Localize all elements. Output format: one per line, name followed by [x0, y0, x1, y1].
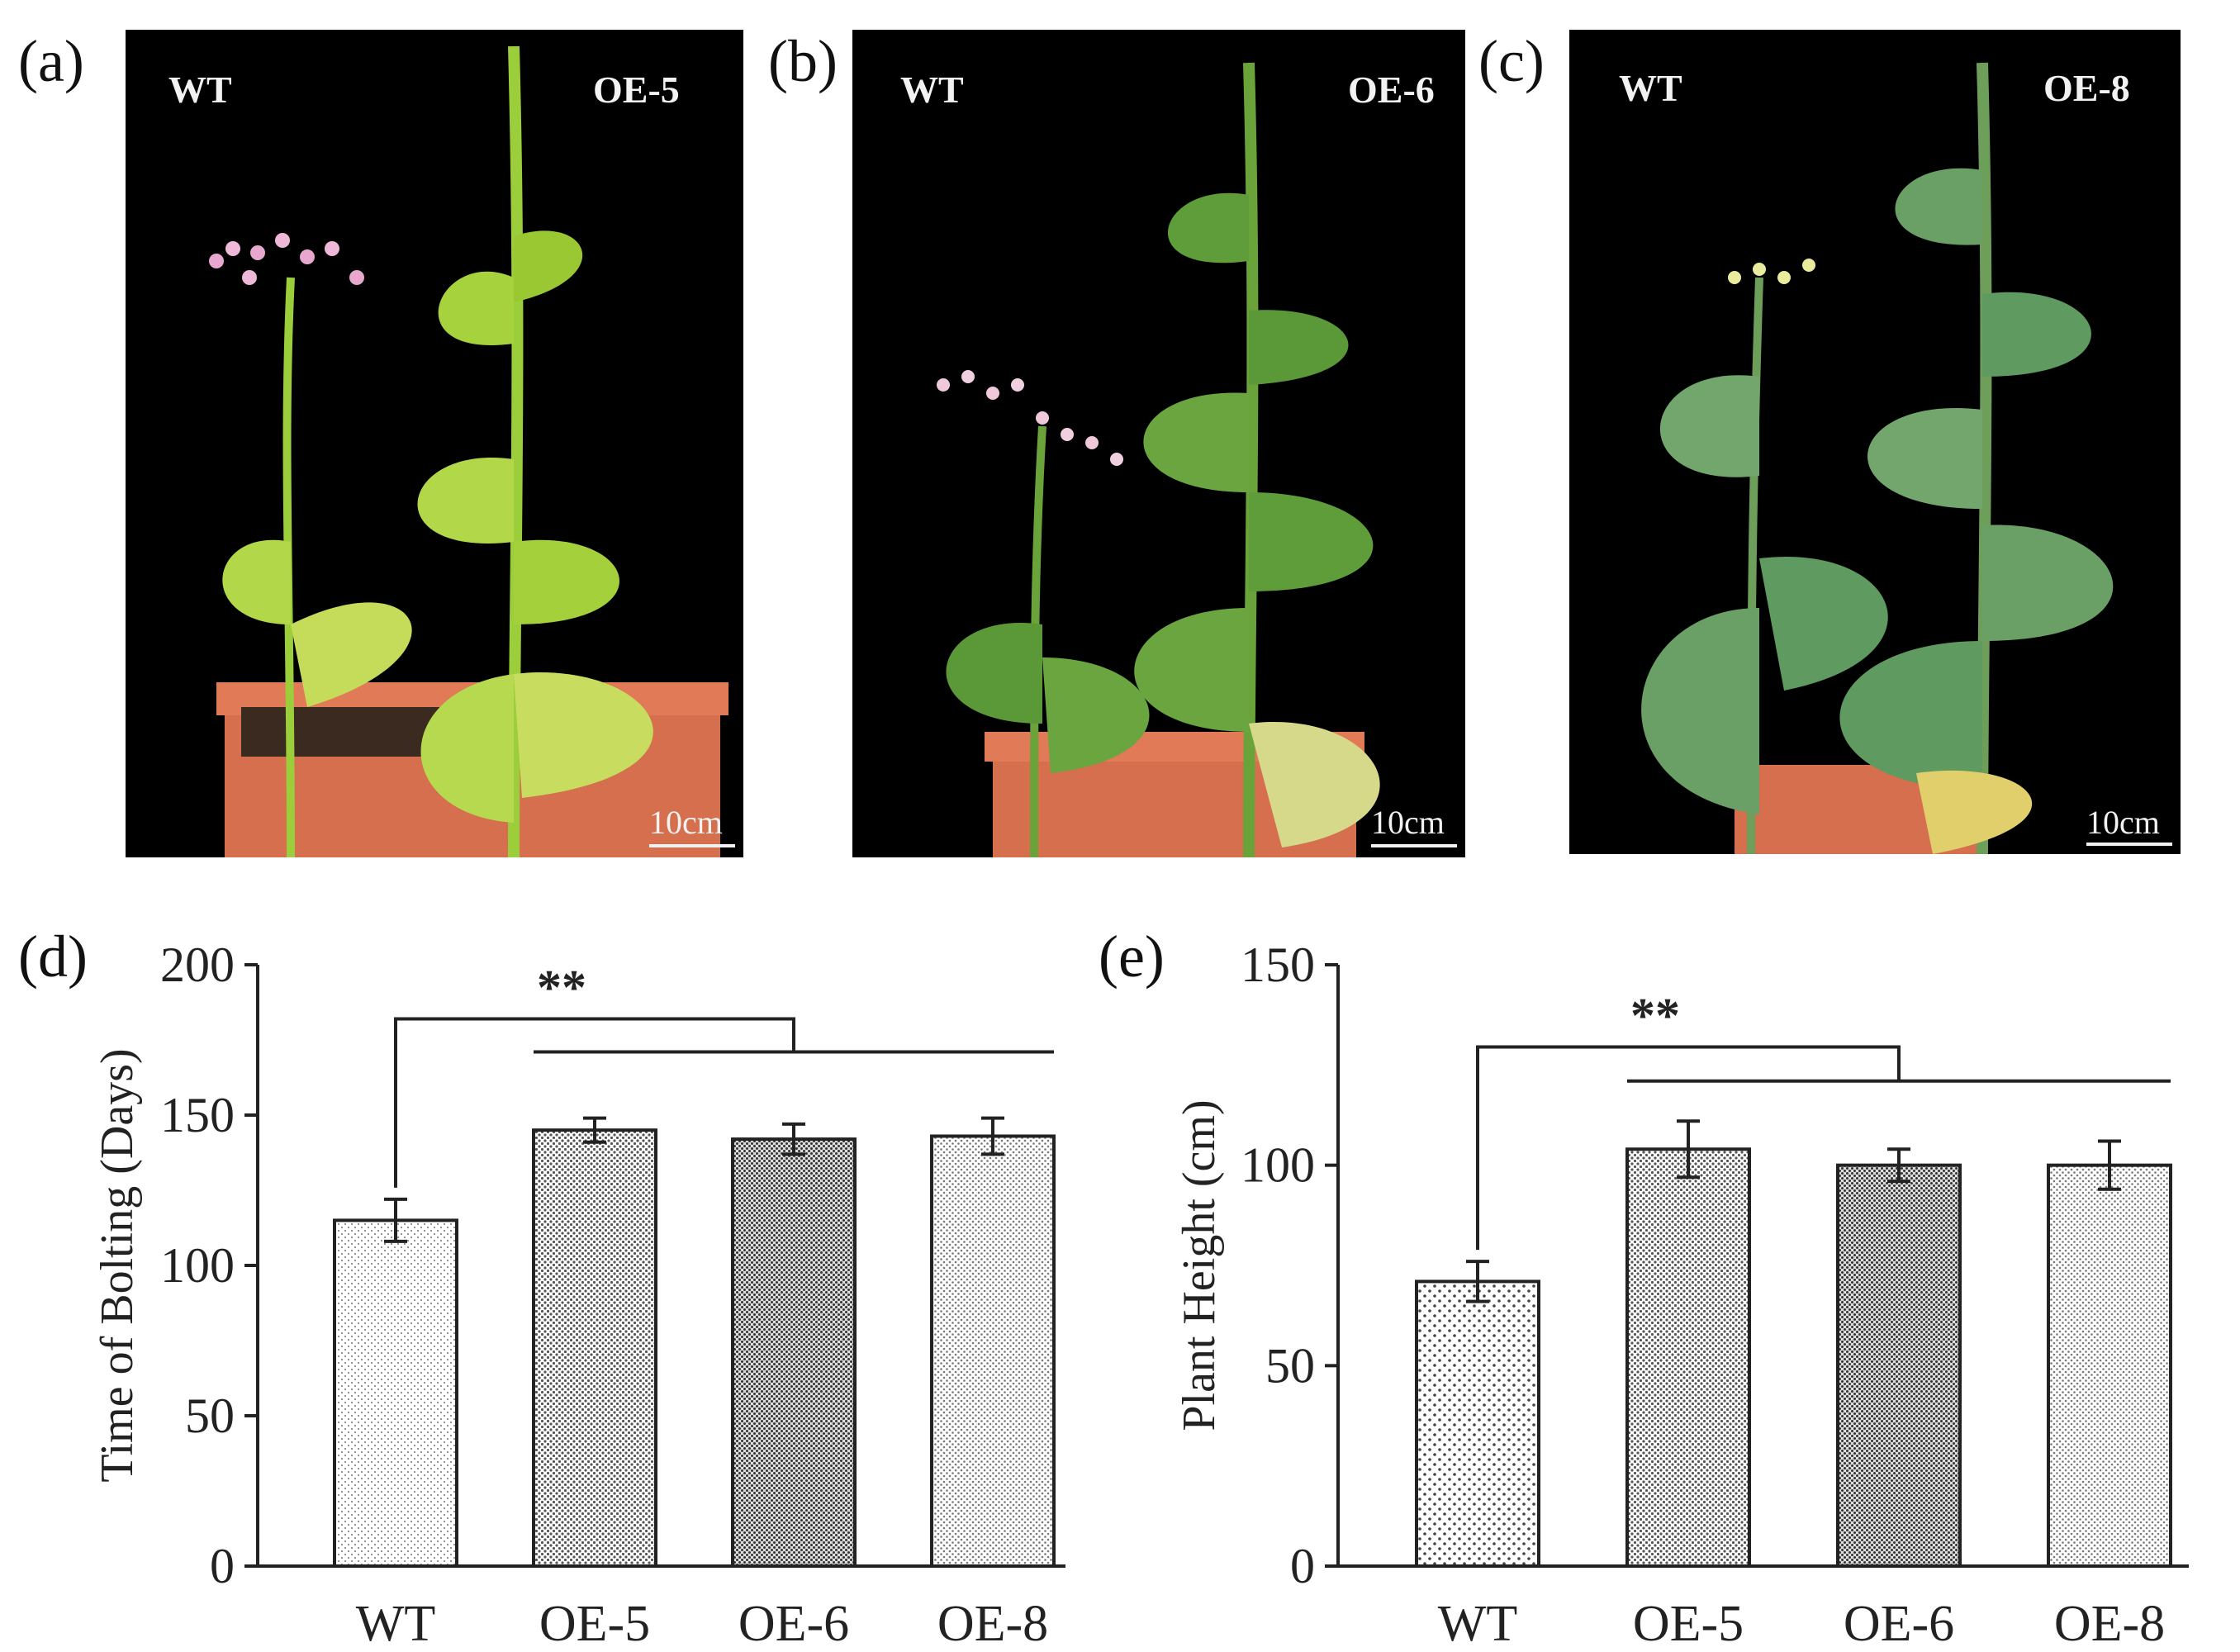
scale-bar: [2086, 843, 2172, 846]
bar: [2047, 1163, 2172, 1568]
photo-tag-oe5: OE-5: [593, 69, 680, 111]
y-tick-label: 150: [1241, 938, 1315, 992]
x-tick-label: OE-8: [937, 1596, 1048, 1652]
bar: [1625, 1147, 1751, 1568]
panel-label-e: (e): [1099, 923, 1165, 990]
panel-label-c: (c): [1478, 28, 1545, 94]
y-tick-label: 0: [1290, 1539, 1315, 1593]
y-tick-label: 50: [185, 1389, 235, 1443]
plant-illustration-a: [209, 45, 728, 857]
y-tick-label: 100: [160, 1238, 235, 1293]
x-tick-label: OE-6: [1844, 1596, 1954, 1652]
photo-panel-b: WT OE-6 10cm: [852, 30, 1465, 857]
bar: [930, 1134, 1056, 1568]
x-tick-label: WT: [356, 1596, 435, 1652]
photo-tag-wt: WT: [168, 69, 232, 111]
y-tick-label: 150: [160, 1088, 235, 1142]
bar: [1836, 1163, 1962, 1568]
y-tick-label: 100: [1241, 1138, 1315, 1193]
scale-bar: [649, 844, 735, 847]
photo-tag-wt: WT: [1619, 67, 1682, 109]
bar: [333, 1218, 458, 1569]
photo-tag-oe6: OE-6: [1348, 69, 1435, 111]
chart-d: 0 50 100 150 200 Time of Bolting (Days) WT OE-5…: [92, 938, 1065, 1652]
scale-label: 10cm: [649, 804, 723, 841]
plant-illustration-c: [1641, 62, 2114, 854]
significance-bracket: [394, 1017, 795, 1188]
significance-label: **: [537, 961, 586, 1015]
photo-tag-wt: WT: [900, 69, 964, 111]
x-tick-label: OE-5: [1633, 1596, 1744, 1652]
y-tick-label: 0: [210, 1539, 235, 1593]
bar: [1415, 1279, 1540, 1568]
panel-label-b: (b): [768, 28, 838, 94]
panel-label-a: (a): [18, 28, 84, 94]
photo-tag-oe8: OE-8: [2043, 67, 2130, 109]
x-tick-label: OE-8: [2054, 1596, 2165, 1652]
x-tick-label: OE-6: [738, 1596, 849, 1652]
plant-illustration-b: [937, 62, 1380, 857]
scale-bar: [1371, 844, 1457, 847]
x-tick-label: WT: [1438, 1596, 1517, 1652]
y-tick-label: 200: [160, 938, 235, 992]
panel-label-d: (d): [18, 923, 88, 990]
x-tick-label: OE-5: [539, 1596, 650, 1652]
significance-label: **: [1630, 988, 1680, 1042]
scale-label: 10cm: [1371, 804, 1445, 841]
y-axis-label: Time of Bolting (Days): [92, 1048, 143, 1482]
y-tick-label: 50: [1265, 1338, 1315, 1393]
chart-d-svg: 0 50 100 150 200 Time of Bolting (Days) WT OE-5…: [92, 938, 1065, 1652]
photo-panel-a: WT OE-5 10cm: [126, 30, 743, 857]
significance-bracket: [1476, 1045, 1901, 1251]
scale-label: 10cm: [2086, 804, 2160, 841]
photo-panel-c: WT OE-8 10cm: [1569, 30, 2181, 854]
y-axis-label: Plant Height (cm): [1174, 1099, 1225, 1431]
